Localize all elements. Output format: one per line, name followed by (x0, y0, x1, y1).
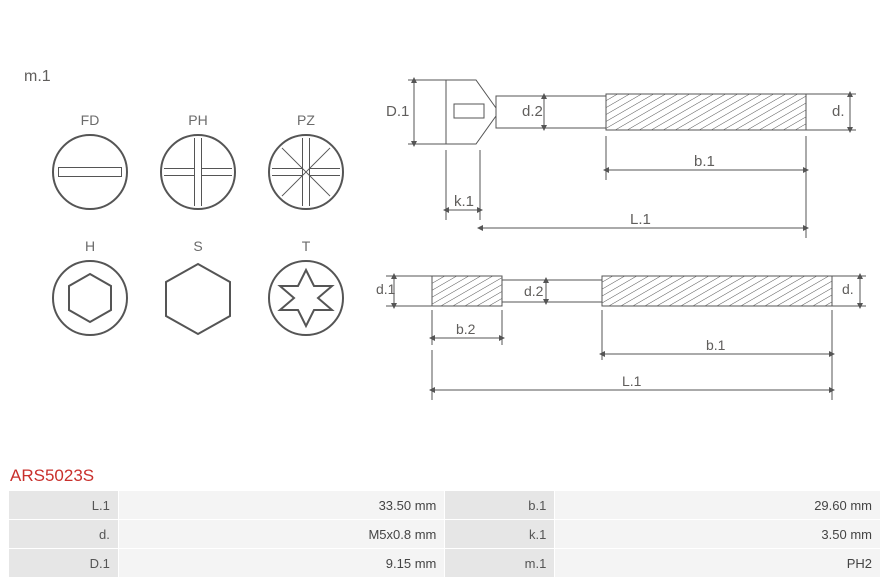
drive-pz: PZ (252, 112, 360, 210)
spec-value: 29.60 mm (555, 491, 880, 519)
technical-diagram: D.1 d.2 d. k.1 b.1 (376, 60, 876, 420)
dim-b1-top: b.1 (694, 153, 715, 170)
drive-fd: FD (36, 112, 144, 210)
slotted-icon (52, 134, 128, 210)
drive-t: T (252, 238, 360, 336)
pozidriv-icon (268, 134, 344, 210)
spec-label: L.1 (9, 491, 118, 519)
spec-value: 33.50 mm (119, 491, 445, 519)
drive-ph: PH (144, 112, 252, 210)
table-row: d. M5x0.8 mm k.1 3.50 mm (9, 520, 880, 548)
dim-L1-bot: L.1 (622, 373, 642, 389)
part-number-title: ARS5023S (10, 466, 94, 486)
table-row: D.1 9.15 mm m.1 PH2 (9, 549, 880, 577)
drive-h: H (36, 238, 144, 336)
table-row: L.1 33.50 mm b.1 29.60 mm (9, 491, 880, 519)
spec-label: k.1 (445, 520, 554, 548)
dim-d1: d.1 (376, 281, 396, 297)
spec-value: M5x0.8 mm (119, 520, 445, 548)
spec-label: b.1 (445, 491, 554, 519)
drive-label: PZ (297, 112, 315, 128)
dim-d-top: d. (832, 103, 845, 120)
dim-b2: b.2 (456, 321, 476, 337)
spec-label: m.1 (445, 549, 554, 577)
drive-type-grid: FD PH PZ H (36, 112, 360, 336)
spec-label: D.1 (9, 549, 118, 577)
drive-label: PH (188, 112, 207, 128)
dim-L1-top: L.1 (630, 211, 651, 228)
dim-d2-bot: d.2 (524, 283, 544, 299)
spec-label: d. (9, 520, 118, 548)
dim-d-bot: d. (842, 281, 854, 297)
dim-b1-bot: b.1 (706, 337, 726, 353)
drive-label: H (85, 238, 95, 254)
hex-external-icon (162, 260, 234, 336)
phillips-icon (160, 134, 236, 210)
drive-s: S (144, 238, 252, 336)
drive-label: T (302, 238, 311, 254)
hex-socket-icon (52, 260, 128, 336)
dim-k1: k.1 (454, 193, 474, 210)
spec-value: 3.50 mm (555, 520, 880, 548)
drive-label: FD (81, 112, 100, 128)
spec-value: 9.15 mm (119, 549, 445, 577)
spec-value: PH2 (555, 549, 880, 577)
torx-icon (268, 260, 344, 336)
spec-table: L.1 33.50 mm b.1 29.60 mm d. M5x0.8 mm k… (8, 490, 881, 578)
m1-label: m.1 (24, 68, 51, 86)
drive-label: S (193, 238, 202, 254)
dim-D1: D.1 (386, 103, 409, 120)
dim-d2-top: d.2 (522, 103, 543, 120)
